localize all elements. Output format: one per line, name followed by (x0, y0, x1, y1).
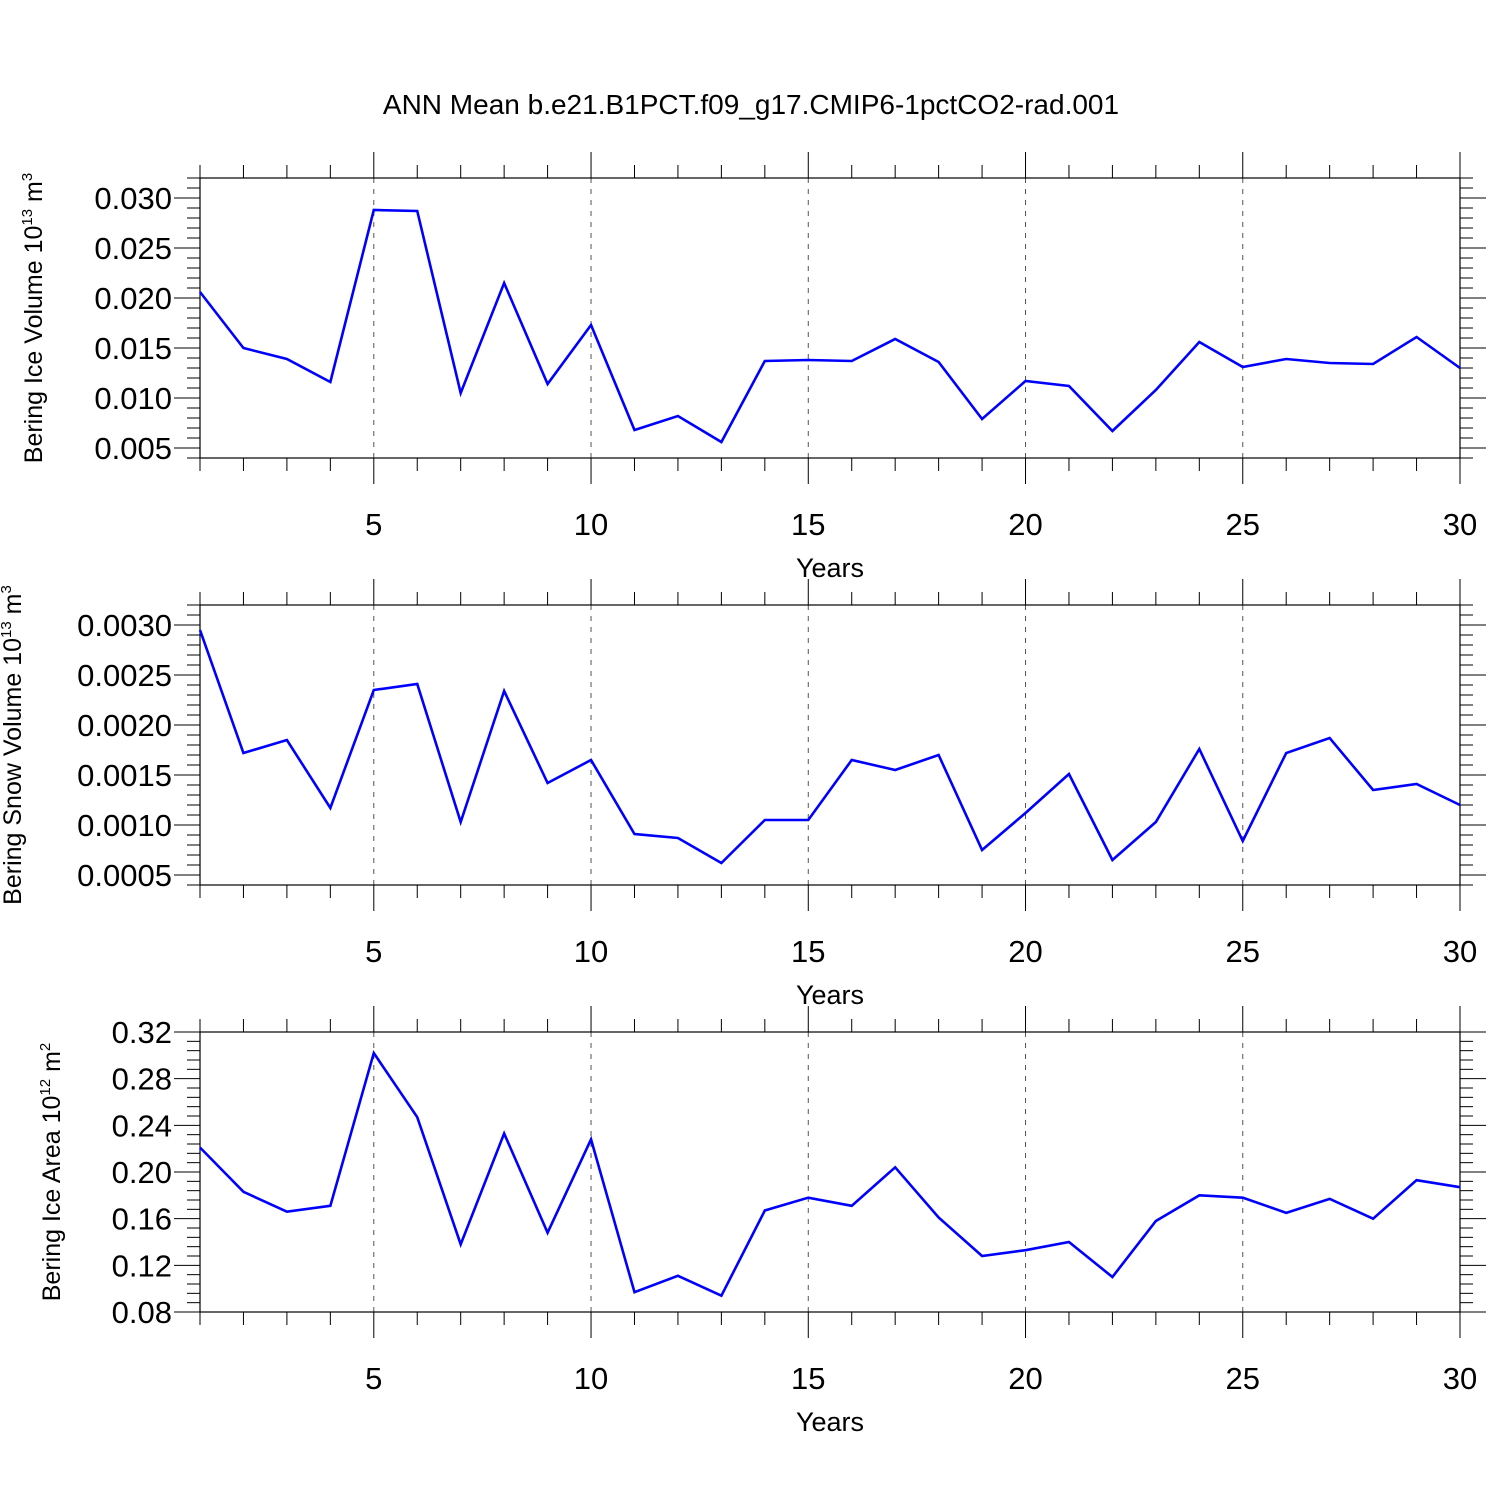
x-tick-label: 15 (791, 1361, 825, 1396)
x-tick-label: 20 (1008, 1361, 1042, 1396)
x-tick-label: 30 (1443, 507, 1477, 542)
y-tick-label: 0.08 (112, 1295, 172, 1330)
x-axis-title: Years (796, 980, 864, 1010)
y-tick-label: 0.0010 (77, 808, 172, 843)
x-tick-label: 25 (1226, 1361, 1260, 1396)
y-tick-label: 0.24 (112, 1108, 172, 1143)
panel-2: 0.0005 0.0010 0.0015 0.0020 0.0025 0.0030 5 10 1… (0, 579, 1486, 1010)
x-tick-label: 5 (365, 1361, 382, 1396)
x-tick-label: 20 (1008, 507, 1042, 542)
y-tick-label: 0.015 (94, 331, 172, 366)
x-tick-label: 15 (791, 507, 825, 542)
y-tick-label: 0.0025 (77, 658, 172, 693)
x-tick-label: 20 (1008, 934, 1042, 969)
y-tick-label: 0.030 (94, 181, 172, 216)
panels: 0.005 0.010 0.015 0.020 0.025 0.030 5 10 15 20 25 3… (0, 152, 1486, 1437)
x-tick-label: 25 (1226, 507, 1260, 542)
x-tick-label: 30 (1443, 1361, 1477, 1396)
y-tick-label: 0.20 (112, 1155, 172, 1190)
x-tick-label: 30 (1443, 934, 1477, 969)
plot-frame (199, 604, 1461, 886)
y-tick-label: 0.0020 (77, 708, 172, 743)
y-axis-title: Bering Ice Area 1012 m2 (37, 1043, 66, 1302)
x-tick-label: 5 (365, 507, 382, 542)
panel-3: 0.08 0.12 0.16 0.20 0.24 0.28 0.32 5 10 15 20 25 30 Y… (37, 1006, 1486, 1437)
y-tick-label: 0.0005 (77, 858, 172, 893)
y-tick-label: 0.28 (112, 1062, 172, 1097)
y-tick-label: 0.020 (94, 281, 172, 316)
y-tick-label: 0.005 (94, 431, 172, 466)
y-tick-label: 0.0030 (77, 608, 172, 643)
y-tick-label: 0.32 (112, 1015, 172, 1050)
y-tick-label: 0.025 (94, 231, 172, 266)
y-tick-label: 0.0015 (77, 758, 172, 793)
x-axis-title: Years (796, 553, 864, 583)
x-tick-label: 25 (1226, 934, 1260, 969)
x-tick-label: 10 (574, 507, 608, 542)
x-tick-label: 10 (574, 934, 608, 969)
series-line-1 (198, 208, 1461, 444)
x-tick-label: 5 (365, 934, 382, 969)
y-axis-title: Bering Snow Volume 1013 m3 (0, 585, 27, 905)
series-line-1 (199, 1049, 1461, 1298)
y-axis-title: Bering Ice Volume 1013 m3 (19, 173, 48, 463)
y-tick-label: 0.16 (112, 1202, 172, 1237)
y-tick-label: 0.010 (94, 381, 172, 416)
panel-1: 0.005 0.010 0.015 0.020 0.025 0.030 5 10 15 20 25 3… (19, 152, 1486, 583)
x-axis-title: Years (796, 1407, 864, 1437)
y-tick-label: 0.12 (112, 1248, 172, 1283)
x-tick-label: 15 (791, 934, 825, 969)
chart-title: ANN Mean b.e21.B1PCT.f09_g17.CMIP6-1pctC… (383, 89, 1119, 120)
series-line-1 (198, 629, 1461, 865)
x-tick-label: 10 (574, 1361, 608, 1396)
plot-frame (199, 177, 1461, 459)
